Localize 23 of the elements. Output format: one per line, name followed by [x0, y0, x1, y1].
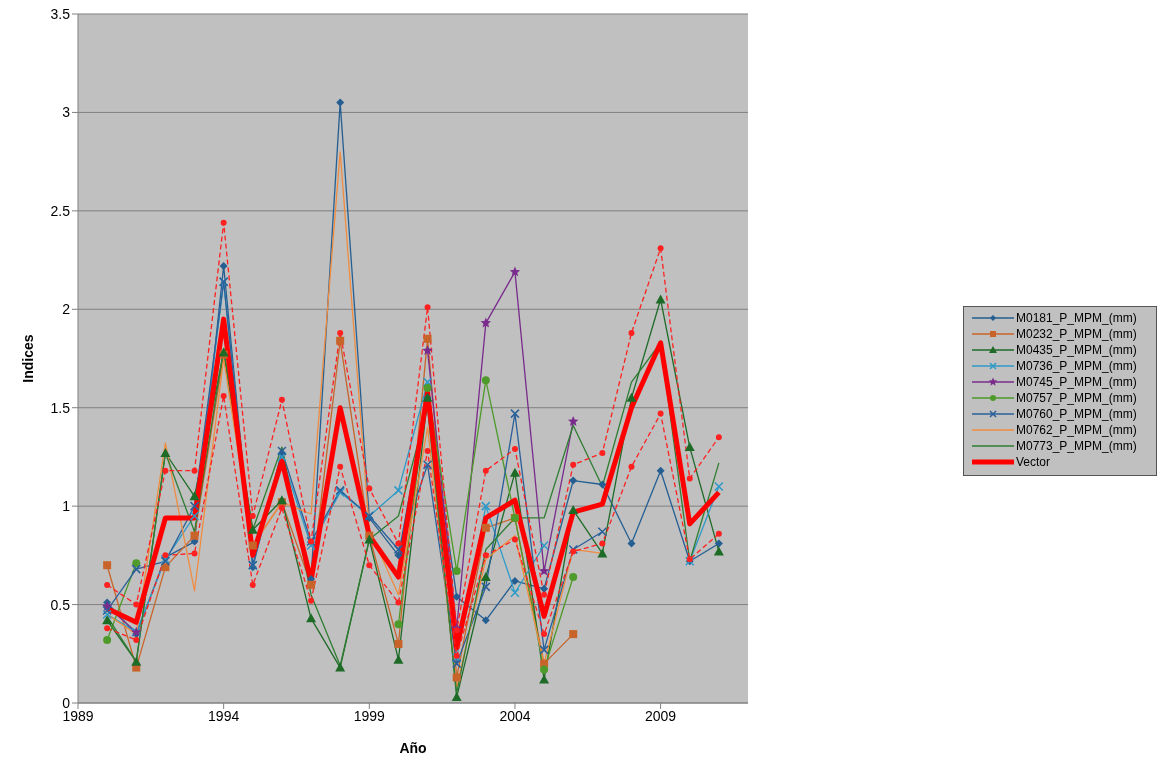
- legend-label: M0736_P_MPM_(mm): [1016, 358, 1138, 373]
- legend-label: M0773_P_MPM_(mm): [1016, 438, 1138, 453]
- legend-label: M0232_P_MPM_(mm): [1016, 326, 1138, 341]
- y-tick-label: 2.5: [50, 202, 71, 219]
- x-tick-label: 1999: [353, 707, 386, 724]
- y-tick-label: 0.5: [50, 596, 71, 613]
- y-tick-label: 1: [62, 498, 71, 515]
- legend-label: Vector: [1016, 454, 1052, 469]
- x-tick-label: 2009: [645, 707, 677, 724]
- x-tick-label: 2004: [499, 707, 531, 724]
- y-tick-label: 1.5: [50, 399, 71, 416]
- x-axis-title: Año: [399, 740, 427, 756]
- legend-label: M0435_P_MPM_(mm): [1016, 342, 1138, 357]
- legend-label: M0762_P_MPM_(mm): [1016, 422, 1138, 437]
- legend-label: M0181_P_MPM_(mm): [1016, 310, 1138, 325]
- y-axis-title: Indices: [19, 334, 36, 383]
- x-tick-label: 1994: [208, 707, 240, 724]
- legend-label: M0745_P_MPM_(mm): [1016, 374, 1138, 389]
- y-tick-label: 3.5: [50, 5, 71, 22]
- y-tick-label: 2: [62, 301, 71, 318]
- y-tick-label: 3: [62, 104, 71, 121]
- legend-label: M0760_P_MPM_(mm): [1016, 406, 1138, 421]
- legend-label: M0757_P_MPM_(mm): [1016, 390, 1138, 405]
